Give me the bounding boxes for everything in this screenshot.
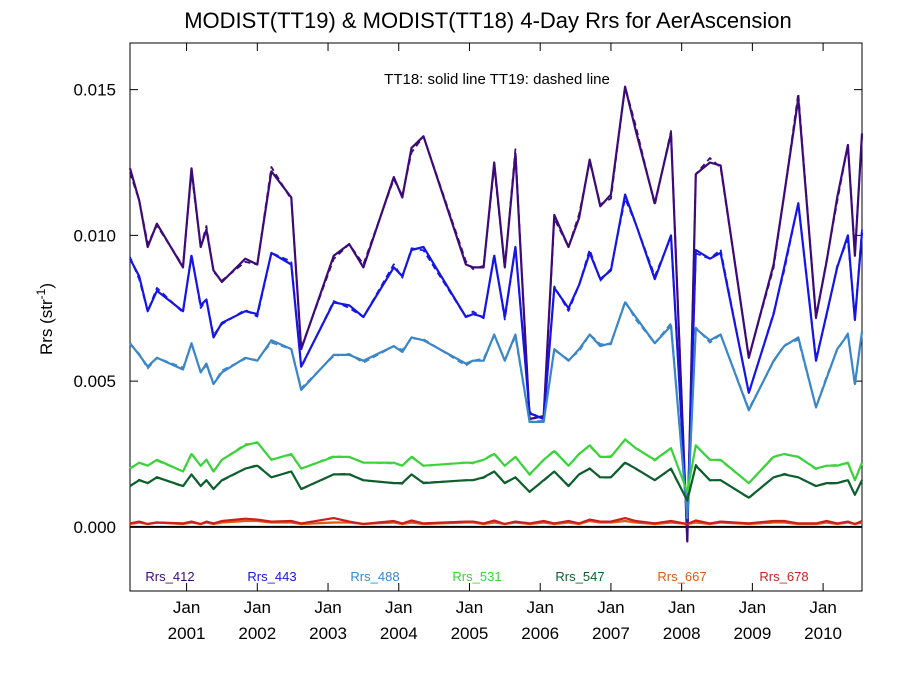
series-dashed-rrs-488 [129,300,863,520]
legend-label-rrs-443: Rrs_443 [247,569,296,584]
line-style-note: TT18: solid line TT19: dashed line [384,71,610,88]
x-tick-month-label: Jan [597,598,624,617]
legend-label-rrs-488: Rrs_488 [350,569,399,584]
x-tick-month-label: Jan [809,598,836,617]
legend-label-rrs-547: Rrs_547 [555,569,604,584]
svg-text:Rrs (str-1): Rrs (str-1) [34,283,56,355]
x-tick-month-label: Jan [526,598,553,617]
series-dashed-rrs-547 [129,461,863,502]
y-tick-label: 0.005 [73,372,116,391]
y-tick-label: 0.000 [73,518,116,537]
x-tick-year-label: 2006 [521,624,559,643]
chart-title: MODIST(TT19) & MODIST(TT18) 4-Day Rrs fo… [184,8,792,33]
series-dashed-rrs-531 [129,439,863,493]
plot-area: 0.000 0.005 0.010 0.015 Jan 2001 Jan 2002 Jan 200… [73,42,864,643]
x-tick-year-label: 2001 [168,624,206,643]
legend-label-rrs-531: Rrs_531 [452,569,501,584]
series-dashed-rrs-678 [129,517,863,525]
x-tick-year-label: 2007 [592,624,630,643]
x-tick-year-label: 2010 [804,624,842,643]
y-tick-label: 0.010 [73,226,116,245]
x-tick-year-label: 2009 [733,624,771,643]
legend-label-rrs-667: Rrs_667 [657,569,706,584]
x-tick-year-label: 2005 [451,624,489,643]
x-tick-month-label: Jan [173,598,200,617]
x-tick-month-label: Jan [314,598,341,617]
x-tick-year-label: 2003 [309,624,347,643]
x-tick-year-label: 2002 [238,624,276,643]
y-axis-label-close: ) [37,283,56,289]
x-tick-month-label: Jan [244,598,271,617]
y-axis-label-sup: -1 [34,288,48,299]
legend-label-rrs-412: Rrs_412 [145,569,194,584]
x-tick-month-label: Jan [385,598,412,617]
series-dashed-rrs-443 [129,197,863,525]
x-tick-year-label: 2004 [380,624,418,643]
y-tick-label: 0.015 [73,81,116,100]
series-line-rrs-488 [129,301,864,520]
x-tick-month-label: Jan [456,598,483,617]
y-axis-label-text: Rrs (str [37,299,56,355]
y-axis-label: Rrs (str-1) [34,283,56,355]
x-tick-month-label: Jan [668,598,695,617]
x-tick-year-label: 2008 [663,624,701,643]
x-tick-month-label: Jan [739,598,766,617]
legend-label-rrs-678: Rrs_678 [759,569,808,584]
plot-frame [129,42,863,592]
series-dashed-rrs-412 [129,85,863,543]
